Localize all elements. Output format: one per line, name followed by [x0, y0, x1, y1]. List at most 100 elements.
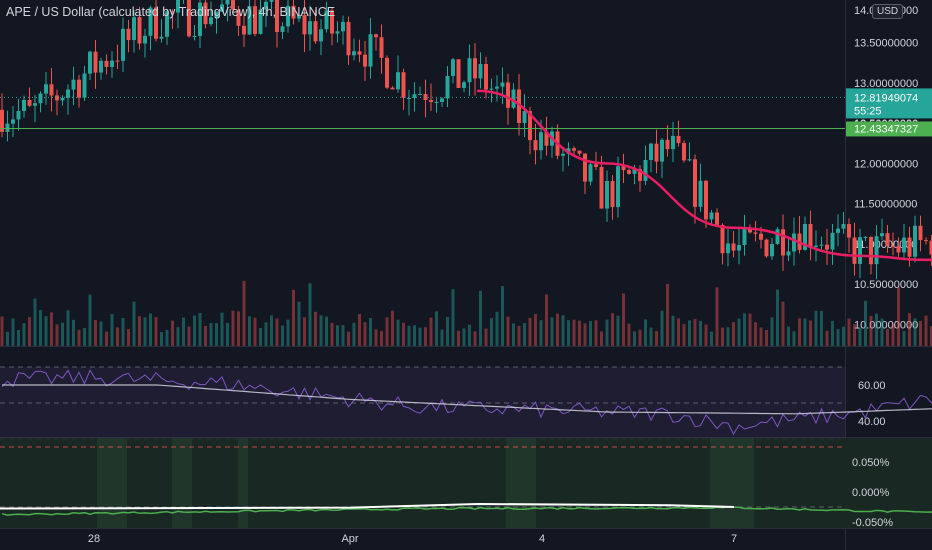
candle-body	[159, 36, 164, 39]
volume-bar	[457, 330, 460, 346]
candle-body	[390, 87, 395, 90]
candle-body	[610, 180, 615, 208]
candle-body	[726, 243, 730, 254]
candle-body	[753, 232, 758, 234]
volume-bar	[666, 283, 669, 346]
volume-bar	[842, 326, 845, 346]
volume-bar	[11, 318, 15, 346]
candle-body	[11, 119, 15, 124]
volume-bar	[567, 320, 570, 346]
candle-body	[412, 94, 417, 98]
candle-body	[253, 6, 257, 34]
volume-bar	[726, 327, 730, 346]
candle-body	[781, 229, 785, 256]
support-price-tag-bg	[846, 121, 932, 137]
candle-body	[528, 111, 532, 141]
volume-bar	[429, 317, 433, 346]
volume-bar	[495, 311, 499, 346]
price-tick-label: 11.50000000	[854, 199, 917, 211]
volume-bar	[391, 310, 394, 346]
candle-body	[841, 224, 846, 229]
volume-bar	[88, 294, 92, 346]
volume-bar	[561, 315, 565, 346]
candle-body	[517, 89, 521, 124]
currency-button[interactable]: USD	[872, 4, 904, 19]
volume-bar	[600, 331, 603, 346]
candle-body	[445, 76, 450, 99]
volume-bar	[930, 326, 932, 346]
candle-body	[297, 15, 301, 19]
time-tick-label: 4	[539, 533, 545, 545]
volume-bar	[468, 324, 471, 346]
volume-bar	[814, 310, 818, 346]
volume-bar	[176, 327, 180, 346]
candle-body	[693, 159, 697, 207]
candle-body	[599, 166, 604, 209]
pattern-curve	[476, 89, 932, 262]
volume-bar	[781, 301, 785, 346]
volume-bar	[187, 326, 191, 346]
osc-signal-line	[1, 506, 932, 516]
volume-bar	[671, 315, 675, 346]
price-tick-label: 13.50000000	[854, 38, 918, 50]
candle-body	[671, 135, 675, 150]
candle-body	[852, 237, 857, 264]
candle-body	[605, 180, 609, 209]
volume-bar	[270, 315, 273, 346]
candle-body	[291, 5, 296, 19]
rsi-ma-line	[2, 384, 932, 415]
volume-bar	[264, 322, 268, 346]
volume-bar	[121, 318, 125, 346]
support-price-tag: 12.43347327	[846, 121, 932, 137]
volume-bar	[853, 324, 856, 346]
candle-body	[71, 79, 76, 90]
volume-bar	[435, 311, 438, 346]
volume-bar	[440, 329, 444, 346]
candle-body	[44, 84, 48, 94]
volume-bar	[226, 323, 229, 346]
osc-shade-band	[506, 438, 536, 528]
candle-body	[808, 224, 813, 247]
candle-body	[209, 17, 213, 25]
volume-bar	[704, 324, 708, 346]
candle-body	[143, 35, 147, 44]
price-tick-label: 12.00000000	[854, 158, 918, 170]
candle-body	[803, 224, 807, 250]
volume-bar	[292, 289, 295, 346]
candle-body	[786, 251, 791, 256]
volume-bar	[572, 319, 576, 346]
volume-bar	[484, 328, 488, 346]
volume-bar	[110, 313, 114, 346]
candle-body	[93, 51, 98, 73]
candle-body	[880, 233, 884, 237]
volume-bar	[259, 327, 262, 346]
time-tick-label: 7	[731, 533, 737, 545]
candles	[0, 0, 932, 280]
volume-bar	[792, 331, 796, 346]
price-tick-label: 13.00000000	[854, 78, 918, 90]
candle-body	[88, 51, 92, 74]
volume-bar	[583, 323, 587, 346]
volume-bar	[143, 317, 147, 346]
volume-bar	[33, 298, 37, 346]
candle-body	[363, 54, 367, 67]
osc-tick-label: 0.000%	[852, 487, 890, 499]
candle-body	[731, 243, 736, 251]
candle-body	[264, 1, 268, 10]
candle-body	[330, 10, 334, 34]
candle-body	[533, 140, 538, 151]
volume-bar	[336, 325, 339, 346]
candle-body	[275, 0, 279, 32]
volume-bar	[28, 317, 31, 346]
volume-bar	[215, 323, 218, 346]
volume-bar	[116, 327, 119, 346]
volume-bar	[160, 331, 163, 346]
candle-body	[0, 109, 4, 132]
candle-body	[473, 58, 477, 79]
volume-bar	[638, 329, 642, 346]
candle-body	[704, 180, 708, 220]
volume-bar	[864, 300, 867, 346]
volume-bar	[534, 314, 537, 346]
candle-body	[308, 21, 312, 35]
